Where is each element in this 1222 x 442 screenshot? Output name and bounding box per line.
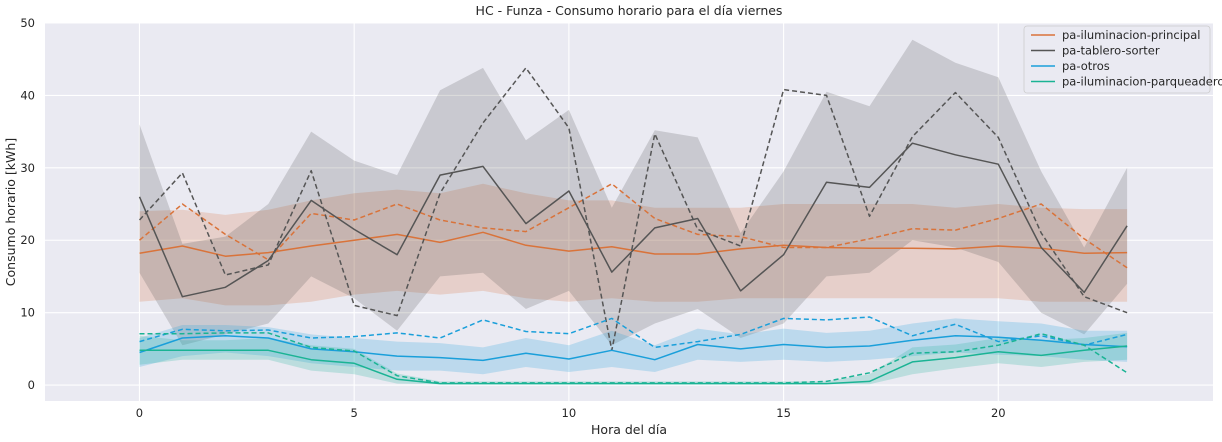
mean-line-pa-tablero-sorter <box>138 142 1128 298</box>
legend-label: pa-otros <box>1062 59 1110 73</box>
ci-band-pa-iluminacion-parqueaderos <box>139 332 1128 385</box>
y-tick-label: 40 <box>20 88 35 102</box>
series-lines <box>138 67 1128 385</box>
y-tick-label: 50 <box>20 16 35 30</box>
legend: pa-iluminacion-principal pa-tablero-sorte… <box>1023 25 1222 94</box>
ci-band-pa-tablero-sorter <box>139 39 1128 346</box>
legend-label: pa-iluminacion-principal <box>1062 28 1200 42</box>
grid-lines <box>45 22 1213 401</box>
dashed-line-pa-iluminacion-principal <box>139 183 1128 269</box>
y-tick-label: 30 <box>20 161 35 175</box>
x-tick-label: 20 <box>991 406 1006 420</box>
x-axis-ticks: 0 5 10 15 20 <box>136 406 1006 420</box>
chart-title: HC - Funza - Consumo horario para el día… <box>476 3 783 18</box>
ci-band-pa-iluminacion-principal <box>139 183 1128 306</box>
mean-line-pa-otros <box>139 335 1128 362</box>
x-axis-label: Hora del día <box>591 422 667 437</box>
y-tick-label: 20 <box>20 233 35 247</box>
x-tick-label: 0 <box>136 406 143 420</box>
y-axis-ticks: 0 10 20 30 40 50 <box>20 16 35 392</box>
x-tick-label: 5 <box>351 406 358 420</box>
legend-box <box>1023 25 1211 94</box>
x-tick-label: 10 <box>562 406 577 420</box>
dashed-line-pa-otros <box>139 316 1128 349</box>
y-tick-label: 10 <box>20 306 35 320</box>
x-tick-label: 15 <box>776 406 791 420</box>
ci-band-pa-otros <box>139 318 1128 375</box>
dashed-line-pa-tablero-sorter <box>138 67 1128 352</box>
confidence-bands <box>139 39 1128 385</box>
legend-label: pa-tablero-sorter <box>1062 44 1160 58</box>
mean-line-pa-iluminacion-parqueaderos <box>139 345 1128 385</box>
y-axis-label: Consumo horario [kWh] <box>3 138 18 286</box>
legend-label: pa-iluminacion-parqueaderos <box>1062 75 1222 89</box>
y-tick-label: 0 <box>28 378 35 392</box>
